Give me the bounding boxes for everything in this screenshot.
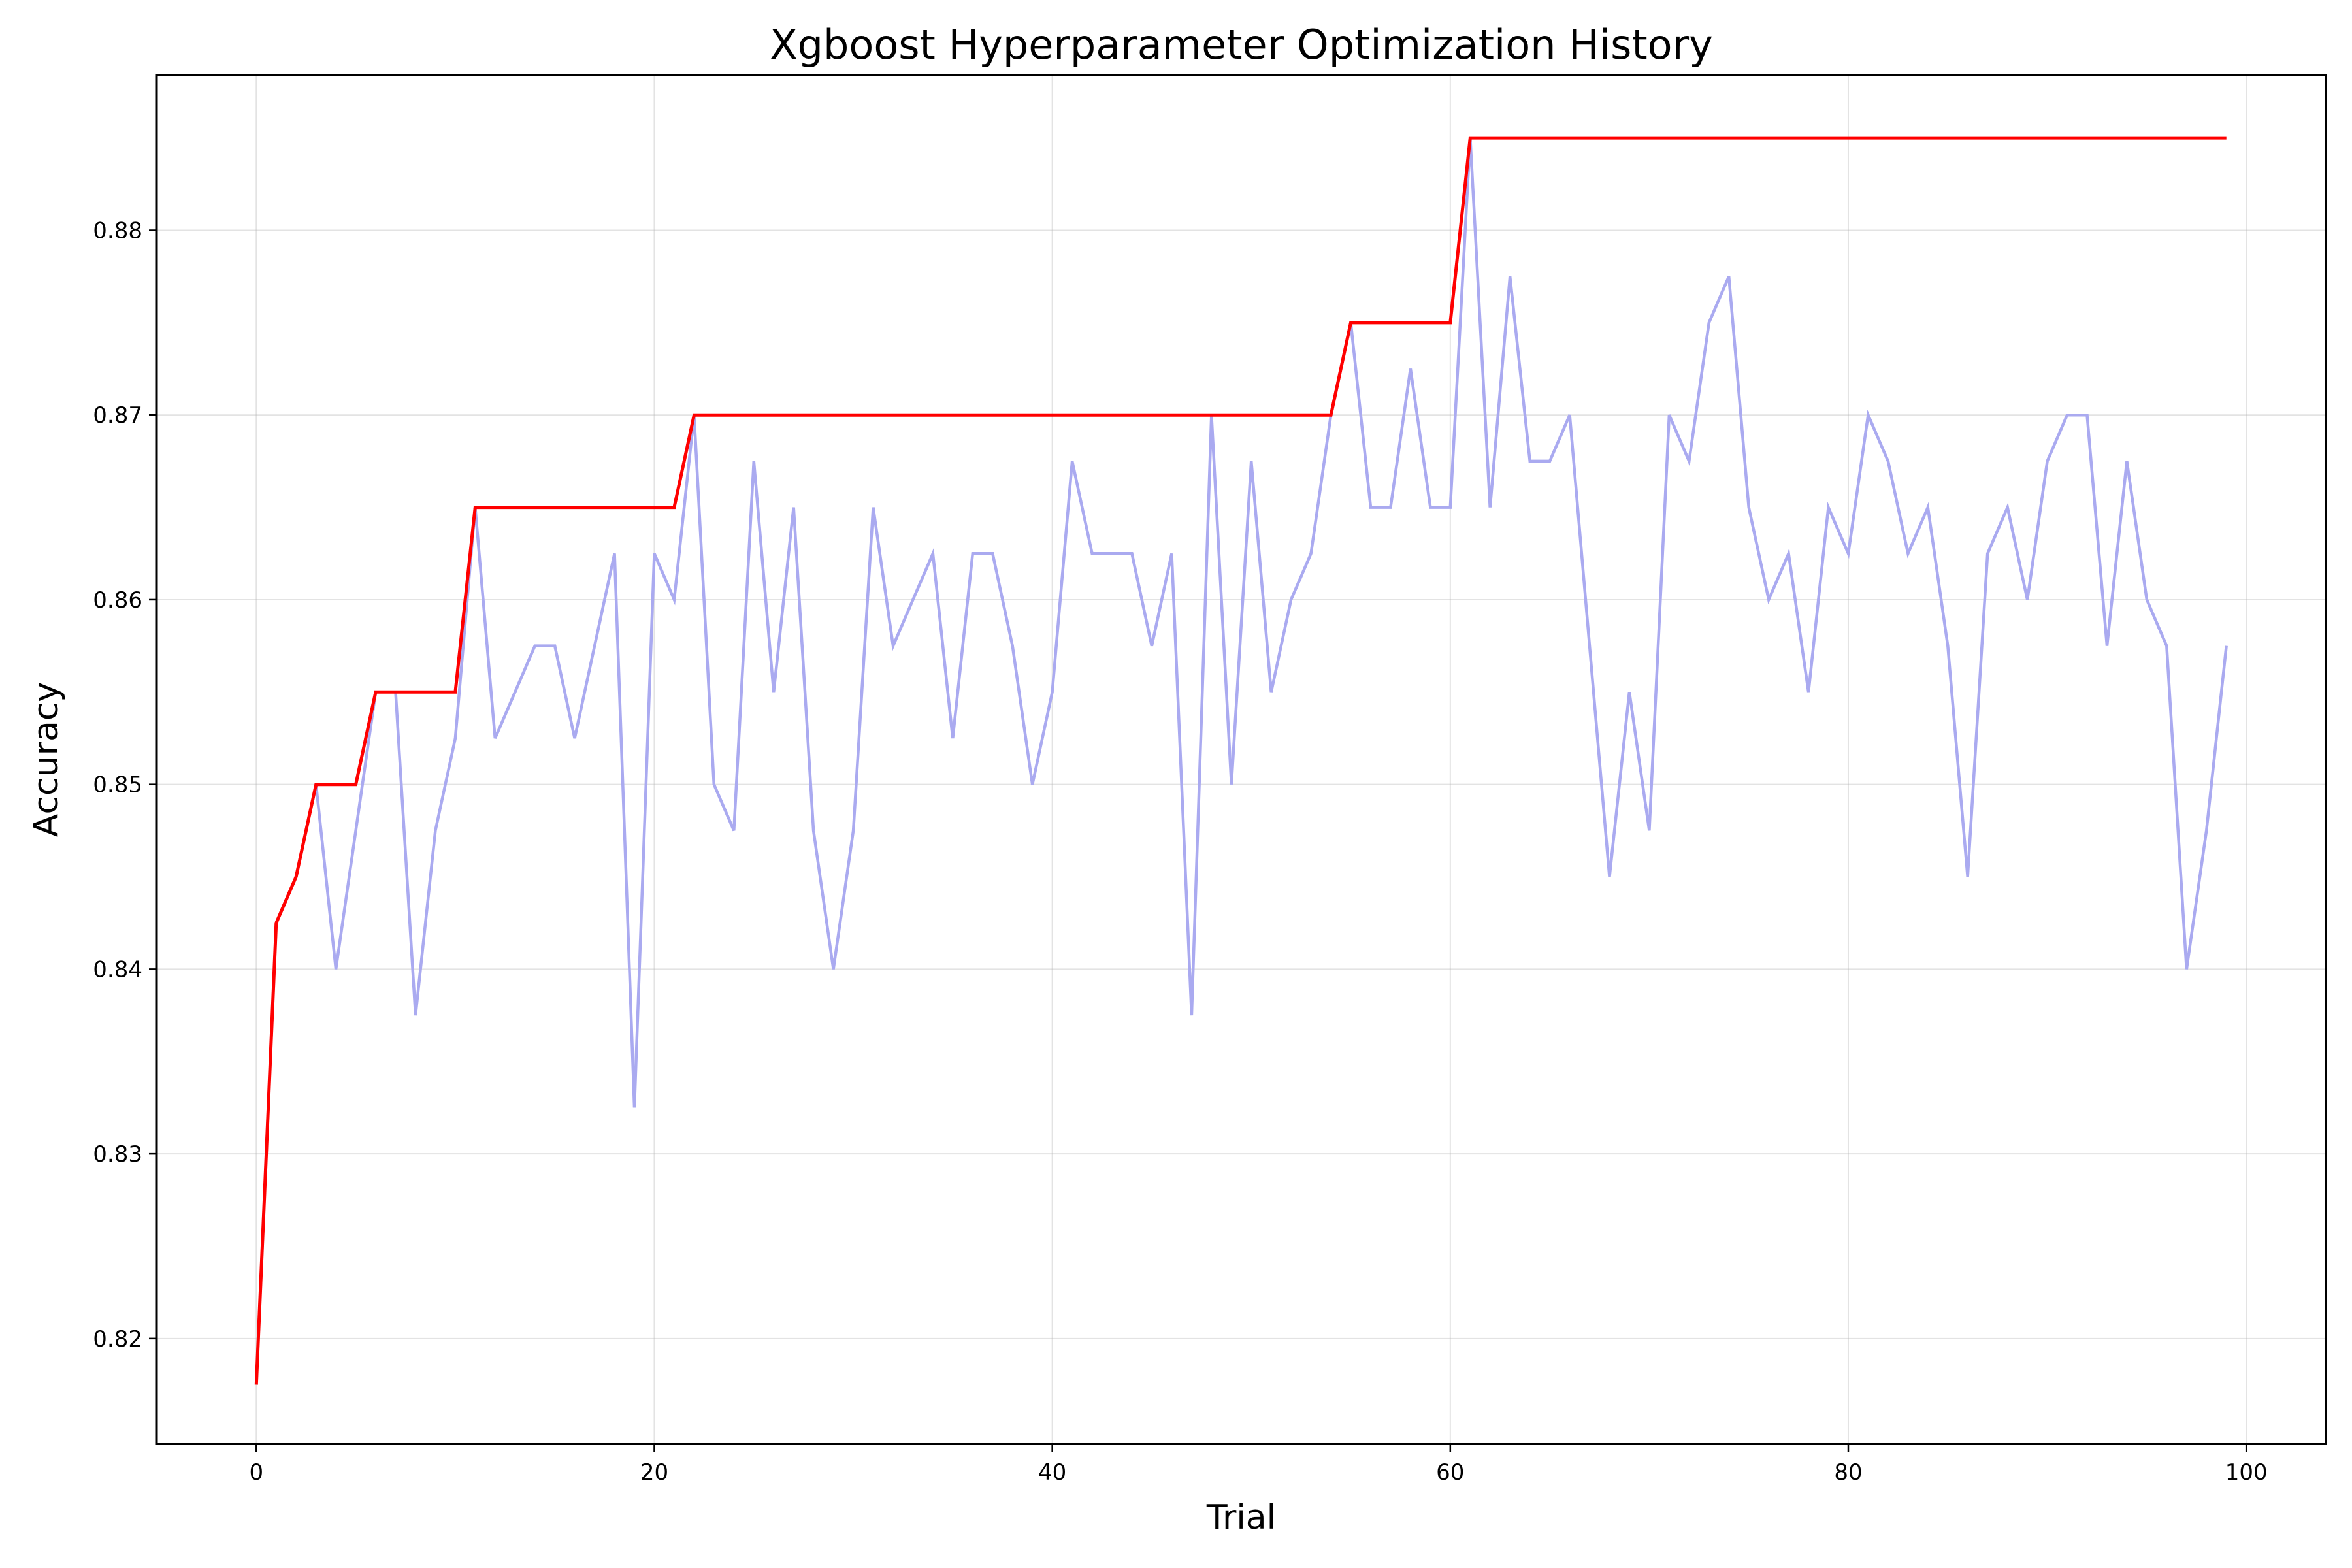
- x-tick-label: 40: [1038, 1460, 1066, 1486]
- plot-frame: [155, 74, 2327, 1445]
- y-axis-label: Accuracy: [27, 682, 66, 837]
- y-tick-label: 0.87: [93, 402, 142, 429]
- x-tick-label: 80: [1834, 1460, 1862, 1486]
- y-tick-label: 0.85: [93, 772, 142, 798]
- x-tick-label: 60: [1436, 1460, 1464, 1486]
- ticks: 0 20 40 60 80 100 0.82 0.83 0.84 0.85 0.86 0.87 0.88: [93, 218, 2267, 1486]
- y-tick-label: 0.83: [93, 1141, 142, 1168]
- y-tick-label: 0.88: [93, 218, 142, 244]
- best-accuracy-line: [254, 136, 2227, 1385]
- x-tick-label: 20: [640, 1460, 668, 1486]
- y-tick-label: 0.86: [93, 587, 142, 613]
- x-tick-label: 0: [249, 1460, 263, 1486]
- trial-accuracy-line: [255, 137, 2228, 1385]
- chart-title: Xgboost Hyperparameter Optimization Hist…: [770, 21, 1713, 69]
- y-tick-label: 0.84: [93, 956, 142, 983]
- x-axis-label: Trial: [1206, 1498, 1276, 1537]
- y-tick-label: 0.82: [93, 1326, 142, 1352]
- x-tick-label: 100: [2225, 1460, 2268, 1486]
- series-layer: [254, 136, 2228, 1385]
